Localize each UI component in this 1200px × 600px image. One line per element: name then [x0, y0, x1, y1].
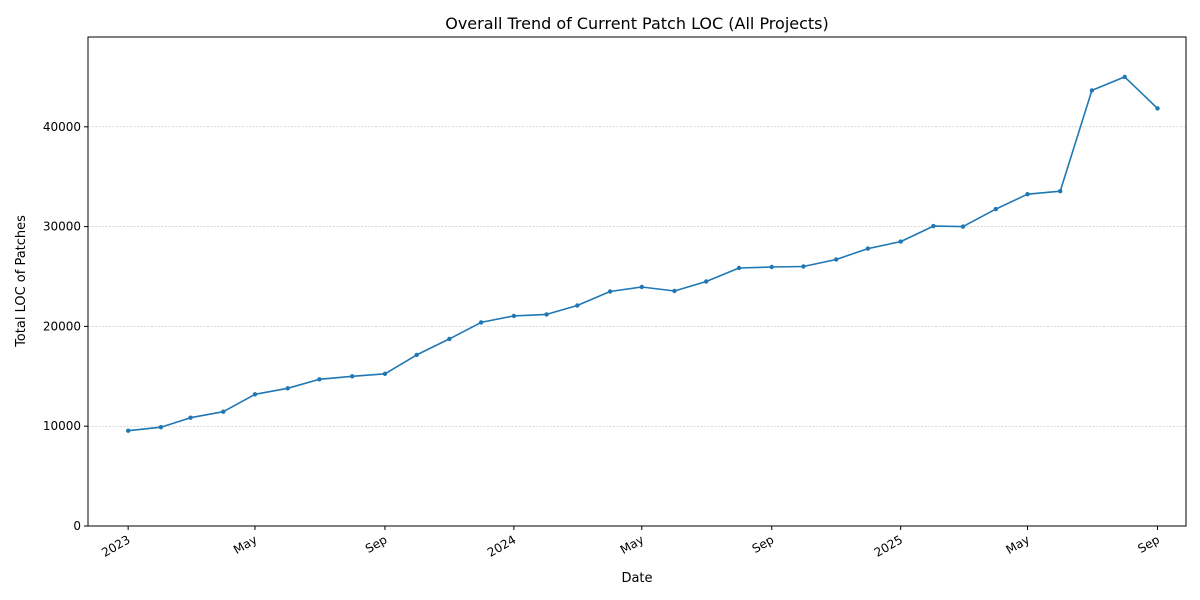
data-point — [639, 284, 644, 290]
data-point — [1122, 74, 1127, 80]
data-point — [317, 377, 322, 382]
data-point — [350, 374, 355, 379]
data-point — [931, 223, 936, 229]
y-tick-label: 20000 — [43, 319, 81, 333]
gridlines — [88, 126, 1186, 427]
data-point — [158, 425, 164, 430]
chart-title: Overall Trend of Current Patch LOC (All … — [445, 14, 829, 33]
y-tick-label: 30000 — [43, 220, 81, 234]
y-tick-label: 40000 — [43, 120, 81, 134]
y-tick-label: 0 — [73, 519, 81, 533]
data-point — [1089, 88, 1095, 93]
x-axis-label: Date — [621, 571, 652, 586]
data-point — [478, 320, 484, 325]
data-point — [898, 239, 903, 244]
data-point — [126, 428, 131, 433]
data-point — [769, 264, 774, 270]
data-point — [834, 257, 839, 262]
data-point — [511, 313, 517, 319]
data-point — [1155, 106, 1160, 111]
y-axis-label: Total LOC of Patches — [14, 215, 29, 348]
plot-frame — [87, 36, 1187, 527]
data-point — [865, 246, 871, 251]
series-layer — [126, 74, 1160, 433]
data-point — [382, 371, 388, 376]
data-point — [414, 352, 419, 358]
data-point — [252, 392, 258, 397]
data-point — [736, 265, 742, 271]
data-point — [575, 303, 580, 308]
data-point — [447, 336, 452, 342]
data-point — [607, 289, 613, 294]
y-tick-label: 10000 — [43, 419, 81, 433]
data-point — [285, 386, 290, 391]
data-point — [544, 312, 549, 317]
data-point — [801, 264, 806, 269]
data-point — [960, 224, 966, 229]
data-point — [672, 288, 677, 294]
data-point — [221, 409, 226, 414]
y-axis: 0 10000 20000 30000 40000 — [43, 120, 88, 533]
data-point — [993, 206, 998, 212]
data-point — [188, 415, 193, 420]
data-point — [1025, 192, 1030, 197]
data-point — [1058, 189, 1063, 194]
data-point — [704, 279, 709, 284]
